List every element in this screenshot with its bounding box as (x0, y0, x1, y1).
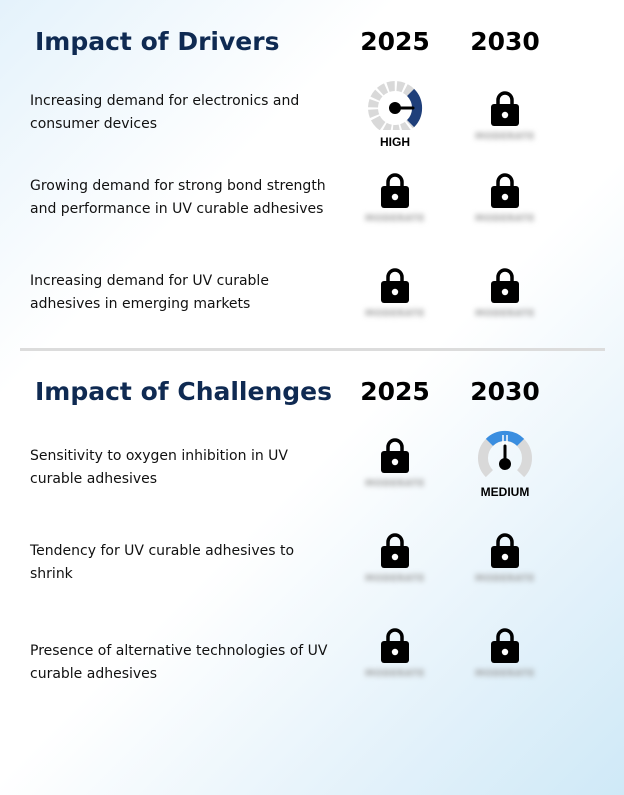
lock-icon[interactable] (490, 267, 520, 303)
locked-impact-label: MODERATE (475, 132, 535, 142)
driver-2025-impact-label: HIGH (380, 135, 410, 149)
drivers-year-2030: 2030 (470, 27, 540, 56)
lock-icon[interactable] (380, 267, 410, 303)
locked-impact-label: MODERATE (475, 309, 535, 319)
driver-text: Increasing demand for electronics and co… (30, 93, 300, 132)
locked-impact-label: MODERATE (365, 309, 425, 319)
locked-impact-label: MODERATE (365, 479, 425, 489)
challenge-text: Tendency for UV curable adhesives to shr… (30, 543, 295, 582)
driver-2025-cell[interactable]: MODERATE (340, 267, 450, 347)
lock-icon[interactable] (380, 627, 410, 663)
lock-icon[interactable] (490, 172, 520, 208)
lock-icon[interactable] (380, 437, 410, 473)
locked-impact-label: MODERATE (475, 574, 535, 584)
driver-text: Growing demand for strong bond strength … (30, 178, 326, 217)
challenge-2030-impact-label: MEDIUM (480, 485, 530, 499)
gauge-high-icon (365, 80, 425, 135)
gauge-medium-icon (475, 430, 535, 480)
drivers-year-2025: 2025 (360, 27, 430, 56)
challenge-2030-cell[interactable]: MODERATE (450, 532, 560, 612)
lock-icon[interactable] (380, 532, 410, 568)
challenge-2025-cell[interactable]: MODERATE (340, 437, 450, 517)
challenge-2025-cell[interactable]: MODERATE (340, 532, 450, 612)
locked-impact-label: MODERATE (365, 214, 425, 224)
challenge-text: Sensitivity to oxygen inhibition in UV c… (30, 448, 288, 487)
driver-text: Increasing demand for UV curable adhesiv… (30, 273, 269, 312)
driver-2025-cell: HIGH (340, 81, 450, 170)
drivers-title: Impact of Drivers (35, 27, 280, 56)
locked-impact-label: MODERATE (365, 574, 425, 584)
locked-impact-label: MODERATE (475, 214, 535, 224)
locked-impact-label: MODERATE (365, 669, 425, 679)
challenge-2030-cell: MEDIUM (450, 430, 560, 525)
challenge-2025-cell[interactable]: MODERATE (340, 627, 450, 707)
driver-2025-cell[interactable]: MODERATE (340, 172, 450, 252)
lock-icon[interactable] (380, 172, 410, 208)
locked-impact-label: MODERATE (475, 669, 535, 679)
driver-2030-cell[interactable]: MODERATE (450, 90, 560, 170)
lock-icon[interactable] (490, 627, 520, 663)
driver-2030-cell[interactable]: MODERATE (450, 267, 560, 347)
lock-icon[interactable] (490, 90, 520, 126)
section-divider (20, 348, 605, 351)
challenge-2030-cell[interactable]: MODERATE (450, 627, 560, 707)
challenges-year-2025: 2025 (360, 377, 430, 406)
driver-2030-cell[interactable]: MODERATE (450, 172, 560, 252)
challenges-title: Impact of Challenges (35, 377, 332, 406)
challenges-year-2030: 2030 (470, 377, 540, 406)
lock-icon[interactable] (490, 532, 520, 568)
challenge-text: Presence of alternative technologies of … (30, 643, 328, 682)
